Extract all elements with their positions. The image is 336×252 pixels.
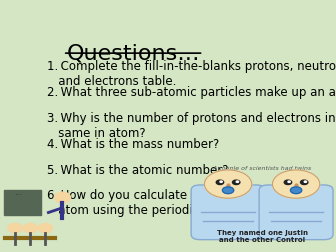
- Circle shape: [222, 187, 234, 194]
- Text: A couple of scientists had twins: A couple of scientists had twins: [212, 167, 312, 171]
- Circle shape: [216, 180, 224, 184]
- Circle shape: [288, 181, 290, 182]
- Circle shape: [284, 180, 292, 184]
- Text: 1. Complete the fill-in-the-blanks protons, neutrons
   and electrons table.: 1. Complete the fill-in-the-blanks proto…: [47, 60, 336, 88]
- Circle shape: [290, 187, 302, 194]
- Circle shape: [304, 181, 306, 182]
- FancyBboxPatch shape: [4, 190, 41, 215]
- Circle shape: [38, 224, 52, 233]
- Text: 3. Why is the number of protons and electrons in the
   same in atom?: 3. Why is the number of protons and elec…: [47, 112, 336, 140]
- Circle shape: [8, 224, 22, 233]
- Text: 6. How do you calculate the number of neutrons in an
   atom using the periodic : 6. How do you calculate the number of ne…: [47, 189, 336, 217]
- Text: They named one Justin
and the other Control: They named one Justin and the other Cont…: [217, 230, 307, 243]
- Text: ...: ...: [14, 188, 22, 197]
- Circle shape: [54, 192, 71, 203]
- FancyBboxPatch shape: [191, 185, 265, 240]
- Circle shape: [233, 180, 240, 184]
- Circle shape: [220, 181, 222, 182]
- Text: 4. What is the mass number?: 4. What is the mass number?: [47, 138, 219, 151]
- Circle shape: [23, 224, 37, 233]
- Text: 2. What three sub-atomic particles make up an atom?: 2. What three sub-atomic particles make …: [47, 86, 336, 99]
- Text: Questions…: Questions…: [66, 44, 200, 64]
- Circle shape: [236, 181, 239, 182]
- Circle shape: [204, 170, 252, 198]
- FancyBboxPatch shape: [259, 185, 333, 240]
- Text: 5. What is the atomic number?: 5. What is the atomic number?: [47, 164, 229, 177]
- Circle shape: [272, 170, 320, 198]
- Circle shape: [300, 180, 308, 184]
